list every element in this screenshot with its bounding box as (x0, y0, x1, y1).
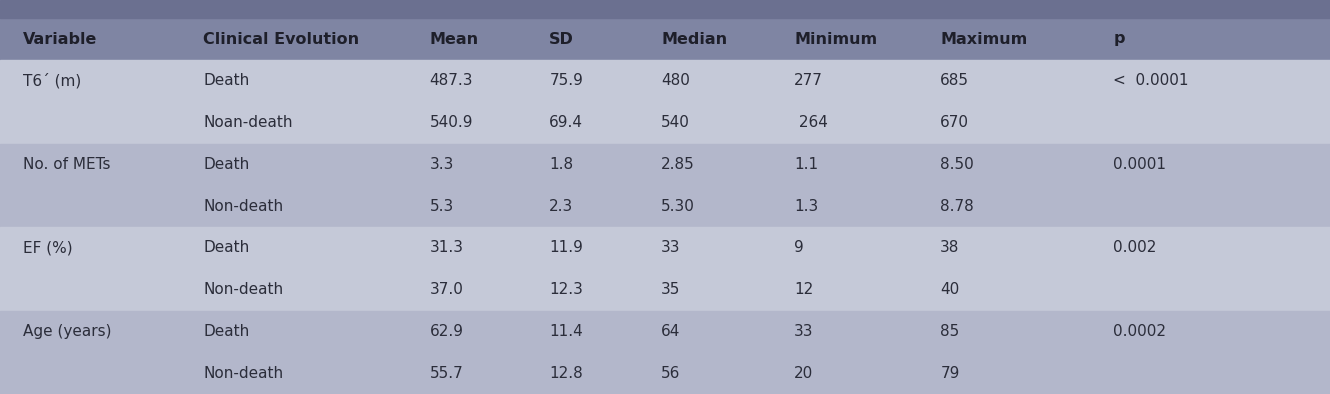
Bar (0, 227, 1330, 269)
Text: Death: Death (203, 240, 250, 255)
Text: 8.50: 8.50 (940, 157, 974, 172)
Text: 62.9: 62.9 (430, 324, 464, 339)
Text: 33: 33 (661, 240, 681, 255)
Text: 5.3: 5.3 (430, 199, 454, 214)
Bar (0, 269, 1330, 310)
Text: 33: 33 (794, 324, 814, 339)
Bar (0, 143, 1330, 185)
Text: EF (%): EF (%) (23, 240, 72, 255)
Text: Death: Death (203, 73, 250, 88)
Text: 487.3: 487.3 (430, 73, 473, 88)
Text: 12: 12 (794, 282, 813, 297)
Text: 9: 9 (794, 240, 803, 255)
Text: 85: 85 (940, 324, 959, 339)
Bar (0, 310, 1330, 352)
Text: Death: Death (203, 157, 250, 172)
Text: Maximum: Maximum (940, 32, 1028, 46)
Text: 264: 264 (794, 115, 827, 130)
Bar (0, 60, 1330, 102)
Text: 670: 670 (940, 115, 970, 130)
Text: 0.002: 0.002 (1113, 240, 1157, 255)
Text: Death: Death (203, 324, 250, 339)
Text: Median: Median (661, 32, 728, 46)
Text: 540: 540 (661, 115, 690, 130)
Text: 35: 35 (661, 282, 681, 297)
Text: <  0.0001: < 0.0001 (1113, 73, 1189, 88)
Text: No. of METs: No. of METs (23, 157, 110, 172)
Text: 40: 40 (940, 282, 959, 297)
Text: 31.3: 31.3 (430, 240, 464, 255)
Text: 12.3: 12.3 (549, 282, 583, 297)
Text: 5.30: 5.30 (661, 199, 694, 214)
Text: 1.8: 1.8 (549, 157, 573, 172)
Bar (0, 352, 1330, 394)
Text: 38: 38 (940, 240, 960, 255)
Text: 11.4: 11.4 (549, 324, 583, 339)
Text: 64: 64 (661, 324, 681, 339)
Text: 8.78: 8.78 (940, 199, 974, 214)
Text: 685: 685 (940, 73, 970, 88)
Text: Non-death: Non-death (203, 199, 283, 214)
Text: Variable: Variable (23, 32, 97, 46)
Text: 11.9: 11.9 (549, 240, 583, 255)
Text: p: p (1113, 32, 1125, 46)
Text: T6´ (m): T6´ (m) (23, 73, 81, 89)
Text: 1.1: 1.1 (794, 157, 818, 172)
Text: 75.9: 75.9 (549, 73, 583, 88)
Bar (0, 185, 1330, 227)
Text: SD: SD (549, 32, 575, 46)
Text: 12.8: 12.8 (549, 366, 583, 381)
Text: 2.3: 2.3 (549, 199, 573, 214)
Text: Minimum: Minimum (794, 32, 878, 46)
Text: Non-death: Non-death (203, 366, 283, 381)
Text: 55.7: 55.7 (430, 366, 463, 381)
Text: Non-death: Non-death (203, 282, 283, 297)
Bar (0, 0, 1330, 18)
Text: Mean: Mean (430, 32, 479, 46)
Text: 56: 56 (661, 366, 681, 381)
Text: 2.85: 2.85 (661, 157, 694, 172)
Text: Clinical Evolution: Clinical Evolution (203, 32, 359, 46)
Text: 20: 20 (794, 366, 813, 381)
Bar (0, 18, 1330, 60)
Text: 37.0: 37.0 (430, 282, 463, 297)
Text: 277: 277 (794, 73, 823, 88)
Text: Age (years): Age (years) (23, 324, 112, 339)
Text: 540.9: 540.9 (430, 115, 473, 130)
Text: 480: 480 (661, 73, 690, 88)
Text: 69.4: 69.4 (549, 115, 584, 130)
Bar (0, 102, 1330, 143)
Text: Noan-death: Noan-death (203, 115, 293, 130)
Text: 0.0002: 0.0002 (1113, 324, 1166, 339)
Text: 0.0001: 0.0001 (1113, 157, 1166, 172)
Text: 79: 79 (940, 366, 960, 381)
Text: 1.3: 1.3 (794, 199, 818, 214)
Text: 3.3: 3.3 (430, 157, 454, 172)
